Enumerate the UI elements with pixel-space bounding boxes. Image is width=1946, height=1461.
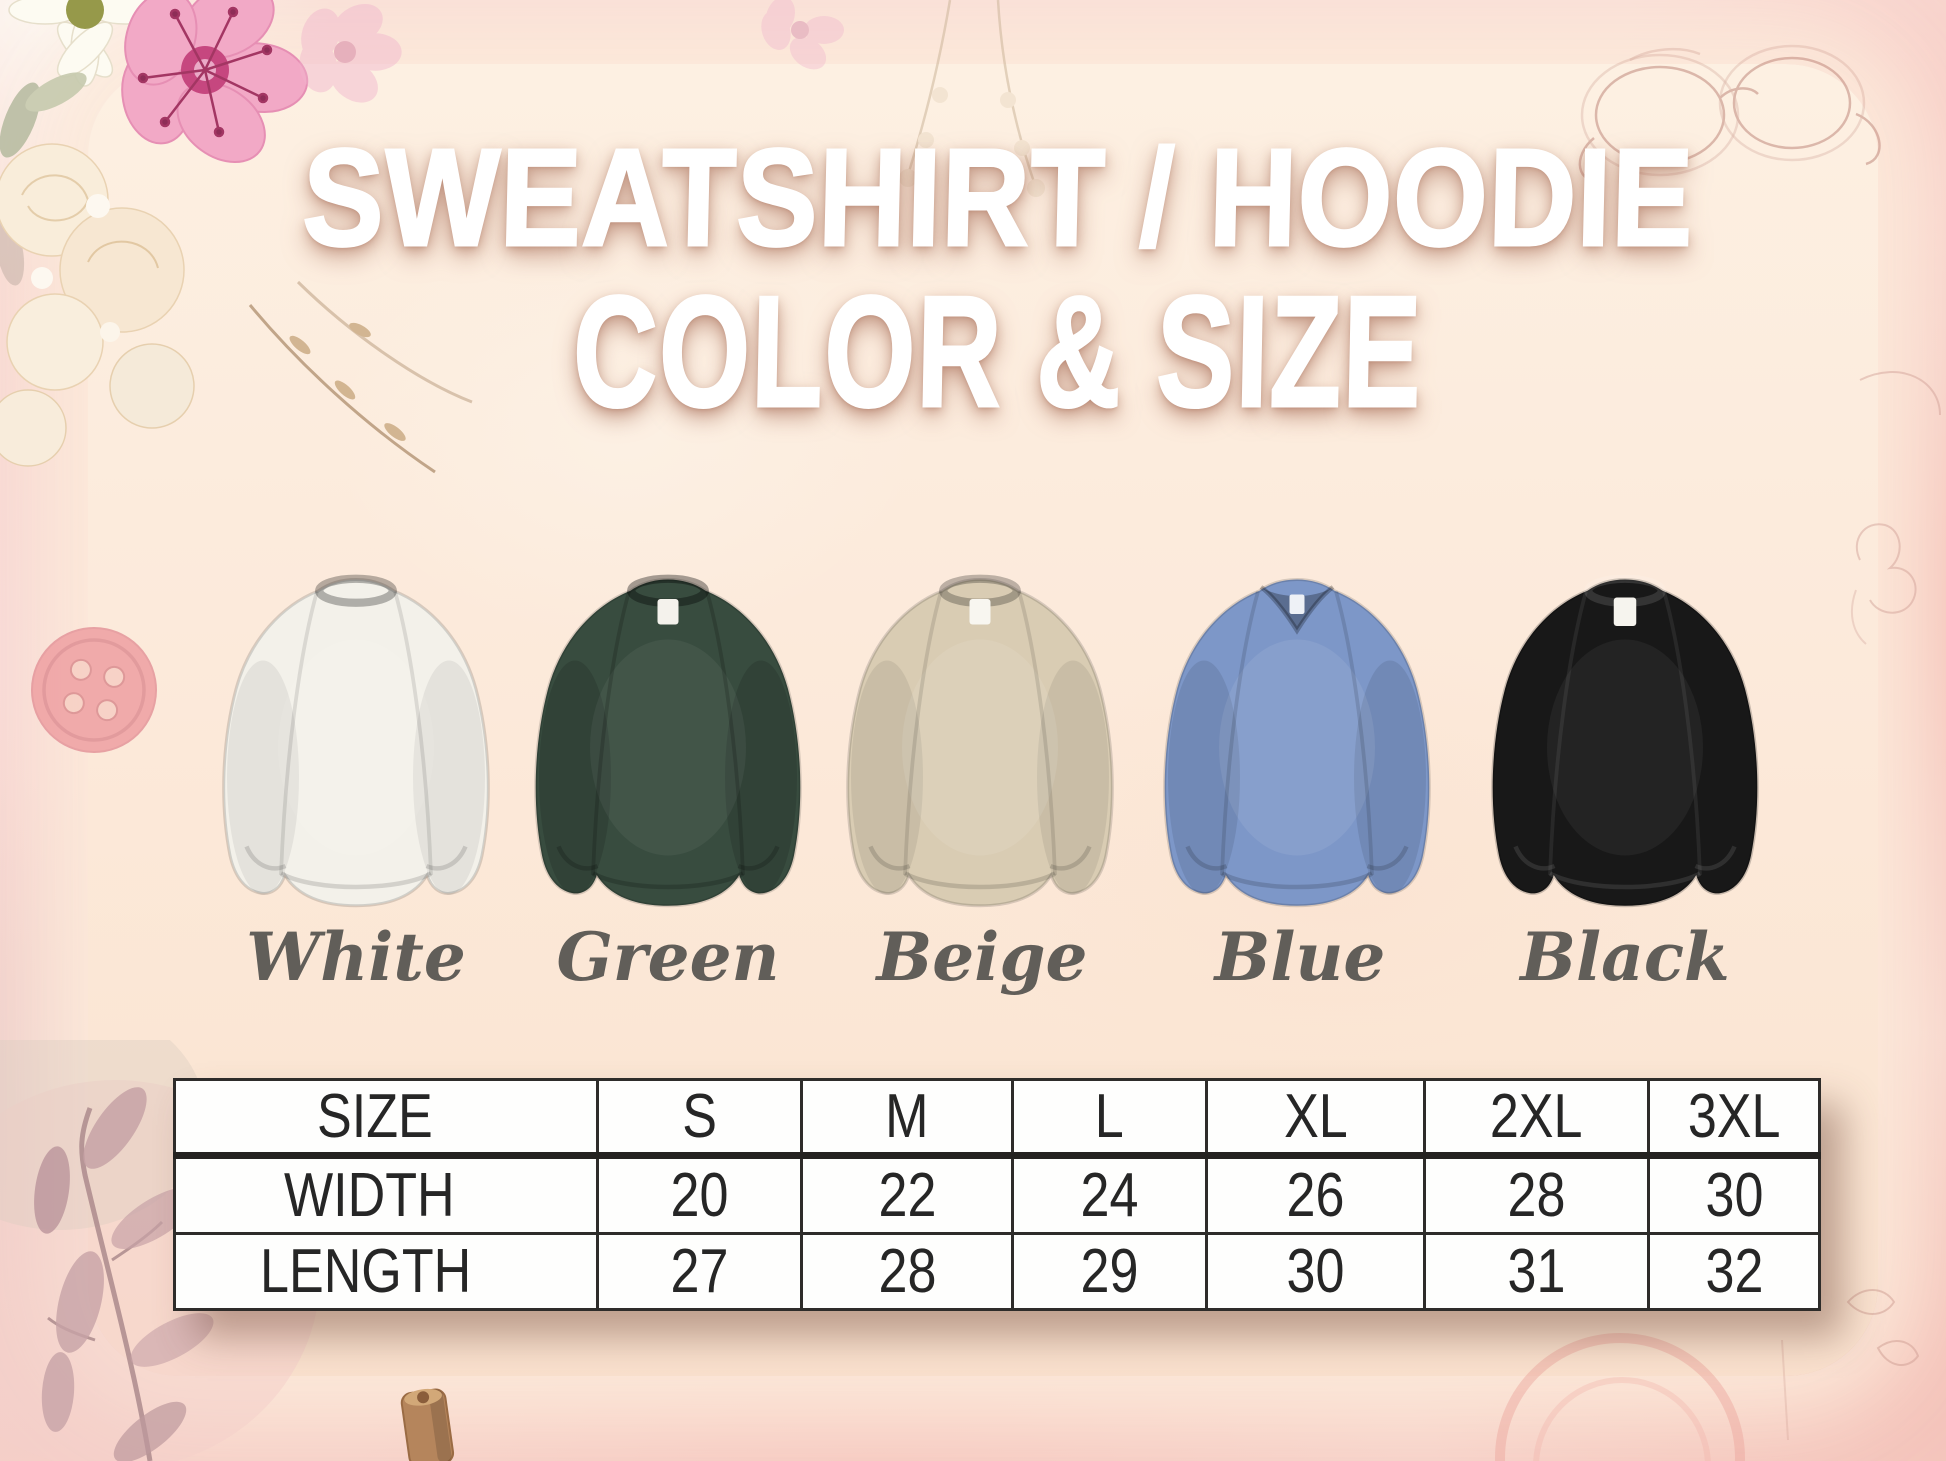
width-s: 20	[596, 1154, 803, 1235]
title-line1: SWEATSHIRT / HOODIE	[299, 120, 1696, 277]
length-row: LENGTH 27 28 29 30 31 32	[173, 1232, 1821, 1311]
cream-roses-icon	[0, 143, 195, 467]
title-line2: COLOR & SIZE	[570, 262, 1425, 441]
size-col-3xl: 3XL	[1647, 1078, 1821, 1159]
crew-collar	[315, 574, 397, 607]
button-icon	[31, 627, 157, 753]
length-m: 28	[800, 1232, 1014, 1311]
neck-tag	[1289, 594, 1305, 614]
wooden-stick-icon	[400, 1388, 455, 1461]
neck-tag	[1613, 597, 1637, 626]
size-header-row: SIZE S M L XL 2XL 3XL	[173, 1078, 1821, 1159]
color-label-black: Black	[1520, 918, 1730, 996]
shirt-body	[1491, 577, 1759, 908]
arc-sketch-icon	[1495, 1289, 1920, 1461]
floral-corner-icon	[0, 0, 473, 474]
ornate-glasses-sketch-icon	[1578, 44, 1881, 183]
shirt-body	[222, 577, 490, 908]
width-3xl: 30	[1647, 1154, 1821, 1235]
size-chart-table: SIZE S M L XL 2XL 3XL WIDTH 20 22 24 26 …	[173, 1078, 1821, 1311]
sweatshirt-white	[222, 574, 490, 908]
sweatshirt-green	[534, 574, 802, 908]
width-2xl: 28	[1423, 1154, 1650, 1235]
length-2xl: 31	[1423, 1232, 1650, 1311]
rose-sketch-icon	[1850, 371, 1941, 645]
color-label-white: White	[246, 918, 466, 996]
size-corner-cell: SIZE	[173, 1078, 599, 1159]
neck-tag	[657, 599, 679, 625]
sweatshirt-blue	[1163, 577, 1431, 908]
size-col-m: M	[800, 1078, 1014, 1159]
width-m: 22	[800, 1154, 1014, 1235]
faded-blossom-icon	[299, 3, 402, 103]
babys-breath-icon	[761, 0, 1045, 197]
length-3xl: 32	[1647, 1232, 1821, 1311]
width-l: 24	[1011, 1154, 1208, 1235]
shirt-body	[846, 577, 1114, 908]
shirt-body	[1163, 577, 1431, 908]
length-row-label: LENGTH	[173, 1232, 599, 1311]
pink-blossom-icon	[121, 0, 309, 163]
length-xl: 30	[1205, 1232, 1426, 1311]
size-col-l: L	[1011, 1078, 1208, 1159]
size-col-s: S	[596, 1078, 803, 1159]
width-row-label: WIDTH	[173, 1154, 599, 1235]
page-title: SWEATSHIRT / HOODIE COLOR & SIZE	[80, 120, 1916, 441]
length-s: 27	[596, 1232, 803, 1311]
width-xl: 26	[1205, 1154, 1426, 1235]
sweatshirt-beige	[846, 574, 1114, 908]
length-l: 29	[1011, 1232, 1208, 1311]
color-label-beige: Beige	[876, 918, 1088, 996]
size-col-xl: XL	[1205, 1078, 1426, 1159]
shirt-body	[534, 577, 802, 908]
size-col-2xl: 2XL	[1423, 1078, 1650, 1159]
sweatshirt-black	[1491, 574, 1759, 908]
color-label-blue: Blue	[1214, 918, 1386, 996]
neck-tag	[969, 599, 991, 625]
dried-sprig-icon	[248, 280, 473, 474]
width-row: WIDTH 20 22 24 26 28 30	[173, 1154, 1821, 1235]
color-label-green: Green	[556, 918, 780, 996]
